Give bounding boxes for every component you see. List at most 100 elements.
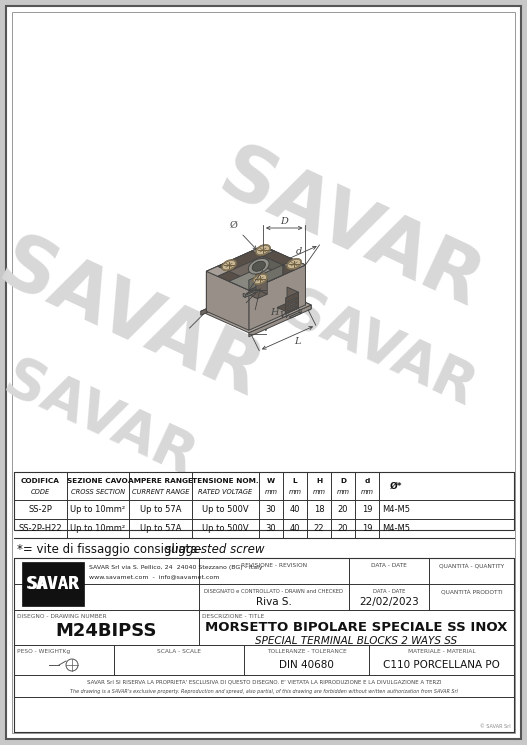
Text: mm: mm [360,489,374,495]
Polygon shape [207,271,249,330]
Text: www.savamet.com  -  info@savamet.com: www.savamet.com - info@savamet.com [89,574,219,580]
Text: MATERIALE - MATERIAL: MATERIALE - MATERIAL [408,649,475,654]
Polygon shape [229,266,283,290]
Polygon shape [201,283,263,315]
Text: Up to 500V: Up to 500V [202,505,249,514]
Polygon shape [287,298,297,302]
Polygon shape [256,273,267,294]
Text: C110 PORCELLANA PO: C110 PORCELLANA PO [383,660,500,670]
Text: Up to 57A: Up to 57A [140,505,181,514]
Polygon shape [287,302,297,306]
Polygon shape [238,280,260,291]
Text: W: W [267,478,275,484]
Text: H: H [270,308,279,317]
Text: H: H [316,478,322,484]
Polygon shape [263,283,311,309]
Text: CROSS SECTION: CROSS SECTION [71,489,125,495]
Text: DESCRIZIONE - TITLE: DESCRIZIONE - TITLE [202,614,264,619]
Text: RATED VOLTAGE: RATED VOLTAGE [198,489,252,495]
Text: DATA - DATE: DATA - DATE [371,563,407,568]
Text: SAVAR: SAVAR [26,575,80,593]
Bar [22,562,84,606]
Text: 30: 30 [266,505,276,514]
Polygon shape [207,246,306,291]
Text: SAVAR Srl SI RISERVA LA PROPRIETA' ESCLUSIVA DI QUESTO DISEGNO. E' VIETATA LA RI: SAVAR Srl SI RISERVA LA PROPRIETA' ESCLU… [86,679,441,685]
Polygon shape [252,246,275,256]
Text: Up to 500V: Up to 500V [202,524,249,533]
Text: M4-M5: M4-M5 [383,524,411,533]
Text: TOLLERANZE - TOLERANCE: TOLLERANZE - TOLERANCE [267,649,346,654]
Text: 19: 19 [362,524,372,533]
Text: AMPERE RANGE: AMPERE RANGE [128,478,193,484]
Polygon shape [249,265,283,290]
Polygon shape [299,309,301,314]
Polygon shape [263,246,306,305]
Text: 22/02/2023: 22/02/2023 [359,597,419,607]
Text: 18: 18 [314,505,324,514]
Text: SAVAR: SAVAR [0,227,273,413]
Bar [14,472,514,530]
Text: MORSETTO BIPOLARE SPECIALE SS INOX: MORSETTO BIPOLARE SPECIALE SS INOX [206,621,508,634]
Ellipse shape [252,273,268,285]
Polygon shape [287,287,298,308]
Polygon shape [243,294,245,297]
Text: L: L [292,478,297,484]
Text: 40: 40 [290,524,300,533]
Polygon shape [277,303,298,313]
Ellipse shape [222,261,236,270]
Polygon shape [253,289,255,293]
Polygon shape [218,251,263,271]
Text: d: d [364,478,369,484]
Text: 20: 20 [338,505,348,514]
Text: mm: mm [288,489,301,495]
Ellipse shape [253,274,267,284]
Polygon shape [263,251,294,265]
Text: DISEGNATO e CONTROLLATO - DRAWN and CHECKED: DISEGNATO e CONTROLLATO - DRAWN and CHEC… [204,589,344,594]
Text: M4-M5: M4-M5 [383,505,411,514]
Text: Up to 57A: Up to 57A [140,524,181,533]
Polygon shape [246,289,267,299]
Polygon shape [249,265,294,285]
Text: CODE: CODE [31,489,50,495]
Polygon shape [249,265,306,330]
Polygon shape [283,260,306,270]
Text: SAVAR: SAVAR [28,575,78,593]
Polygon shape [287,306,297,311]
Text: SPECIAL TERMINAL BLOCKS 2 WAYS SS: SPECIAL TERMINAL BLOCKS 2 WAYS SS [256,635,457,645]
Ellipse shape [221,259,237,271]
Text: Ø*: Ø* [391,481,403,490]
Polygon shape [207,266,229,276]
Text: CURRENT RANGE: CURRENT RANGE [132,489,189,495]
Text: SS-2P: SS-2P [28,505,52,514]
Text: SCALA - SCALE: SCALA - SCALE [157,649,201,654]
Text: SAVAR: SAVAR [207,137,493,323]
Text: DATA - DATE: DATA - DATE [373,589,405,594]
Text: d: d [296,247,302,256]
Text: 30: 30 [266,524,276,533]
Text: SAVAR: SAVAR [276,282,484,418]
Text: 20: 20 [338,524,348,533]
Text: TENSIONE NOM.: TENSIONE NOM. [192,478,259,484]
Ellipse shape [248,259,269,274]
Polygon shape [243,292,255,297]
Ellipse shape [287,259,301,270]
Text: SS-2P-H22: SS-2P-H22 [18,524,62,533]
Text: QUANTITÀ PRODOTTI: QUANTITÀ PRODOTTI [441,589,502,595]
Text: suggested screw: suggested screw [165,544,265,557]
Text: PESO - WEIGHTKg: PESO - WEIGHTKg [17,649,70,654]
Polygon shape [218,271,249,285]
Text: L: L [294,337,301,346]
Text: mm: mm [313,489,326,495]
Text: Riva S.: Riva S. [256,597,292,607]
Polygon shape [286,292,298,314]
Polygon shape [263,256,283,275]
Polygon shape [289,312,301,318]
Text: REVISIONE - REVISION: REVISIONE - REVISION [241,563,307,568]
Polygon shape [263,246,275,252]
Text: SAVAR: SAVAR [0,352,204,488]
Text: DISEGNO - DRAWING NUMBER: DISEGNO - DRAWING NUMBER [17,614,106,619]
Text: M24BIPSS: M24BIPSS [56,623,157,641]
Text: QUANTITÀ - QUANTITY: QUANTITÀ - QUANTITY [439,563,504,568]
Polygon shape [249,305,311,337]
Polygon shape [207,246,263,311]
